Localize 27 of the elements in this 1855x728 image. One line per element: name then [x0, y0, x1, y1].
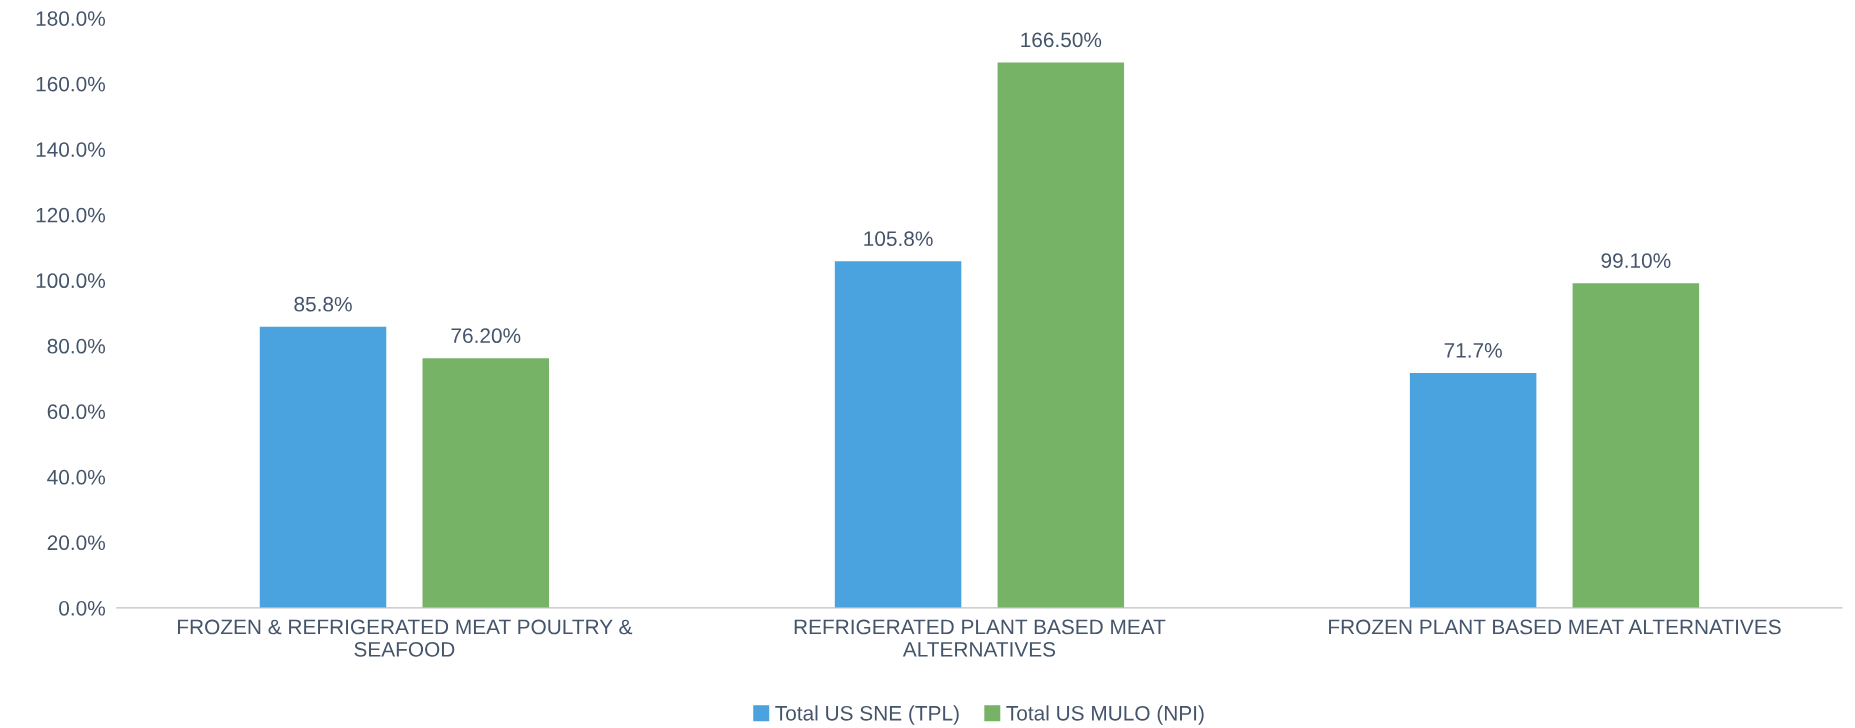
x-tick-label: FROZEN PLANT BASED MEAT ALTERNATIVES	[1329, 619, 1781, 635]
legend-label: Total US SNE (TPL)	[775, 705, 959, 725]
data-label: 71.7%	[1444, 343, 1502, 358]
bar	[1409, 372, 1537, 608]
y-tick-label: 160.0%	[36, 76, 106, 92]
y-tick-label: 140.0%	[36, 142, 106, 157]
bar	[997, 62, 1125, 608]
bar	[834, 261, 962, 608]
y-tick-label: 20.0%	[47, 535, 106, 551]
bar	[1572, 283, 1700, 608]
y-tick-label: 40.0%	[47, 469, 106, 485]
x-tick-label: REFRIGERATED PLANT BASED MEAT ALTERNATIVES	[794, 619, 1166, 657]
y-tick-label: 120.0%	[36, 207, 106, 223]
bar	[422, 358, 550, 608]
data-label: 166.50%	[1021, 32, 1102, 48]
y-tick-label: 180.0%	[36, 11, 106, 26]
data-label: 85.8%	[294, 296, 352, 312]
legend-label: Total US MULO (NPI)	[1006, 705, 1204, 725]
bar	[259, 326, 387, 608]
y-tick-label: 80.0%	[47, 338, 106, 354]
y-tick-label: 60.0%	[47, 404, 106, 420]
data-label: 76.20%	[451, 328, 521, 344]
y-tick-label: 0.0%	[59, 600, 106, 616]
y-tick-label: 100.0%	[36, 273, 106, 289]
data-label: 105.8%	[864, 231, 933, 247]
data-label: 99.10%	[1601, 253, 1671, 268]
x-tick-label: FROZEN & REFRIGERATED MEAT POULTRY & SEAFOOD	[178, 619, 633, 657]
